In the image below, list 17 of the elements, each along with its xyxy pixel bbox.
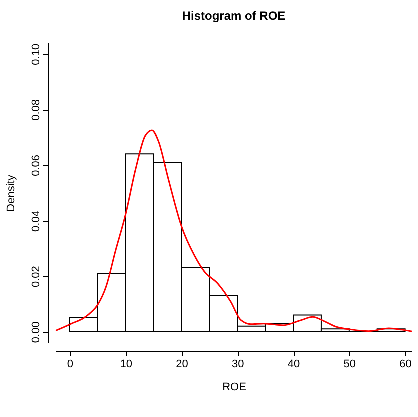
y-axis-title: Density	[6, 174, 18, 212]
x-tick-label: 30	[232, 358, 244, 370]
y-tick-label: 0.02	[30, 266, 42, 288]
y-tick-label: 0.08	[30, 99, 42, 121]
x-axis-title: ROE	[222, 382, 246, 394]
line-series	[55, 130, 413, 332]
x-tick-label: 20	[176, 358, 188, 370]
y-tick-label: 0.00	[30, 322, 42, 344]
x-tick-label: 60	[400, 358, 412, 370]
x-tick-label: 10	[120, 358, 132, 370]
chart-title: Histogram of ROE	[182, 9, 286, 23]
y-tick-label: 0.10	[30, 44, 42, 66]
x-tick-label: 50	[344, 358, 356, 370]
x-tick-label: 40	[288, 358, 300, 370]
y-tick-label: 0.04	[30, 210, 42, 232]
y-tick-label: 0.06	[30, 155, 42, 176]
x-tick-label: 0	[67, 358, 74, 370]
